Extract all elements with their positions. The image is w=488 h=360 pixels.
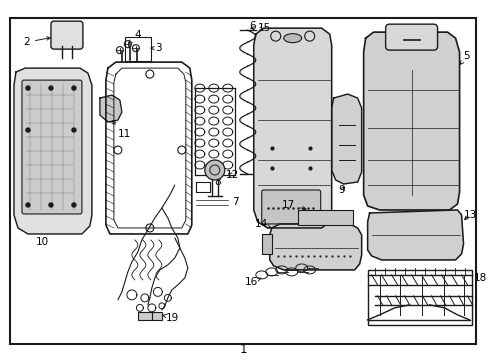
Text: 4: 4	[128, 30, 141, 44]
Circle shape	[72, 128, 76, 132]
Text: 1: 1	[240, 343, 247, 356]
Circle shape	[26, 203, 30, 207]
Text: 16: 16	[244, 277, 261, 287]
Text: 19: 19	[163, 313, 179, 323]
Text: 11: 11	[112, 121, 131, 139]
Ellipse shape	[283, 33, 301, 42]
Circle shape	[26, 86, 30, 90]
Text: 17: 17	[281, 200, 305, 210]
Text: 6: 6	[248, 21, 262, 31]
Circle shape	[49, 86, 53, 90]
Polygon shape	[253, 28, 331, 228]
Text: 8: 8	[213, 177, 220, 187]
Polygon shape	[363, 32, 459, 210]
Circle shape	[49, 203, 53, 207]
Polygon shape	[367, 210, 463, 260]
Text: 10: 10	[35, 237, 48, 247]
Circle shape	[26, 128, 30, 132]
Bar	[138, 312, 152, 320]
FancyBboxPatch shape	[261, 190, 320, 224]
Text: 14: 14	[254, 219, 270, 229]
Text: 5: 5	[459, 51, 469, 64]
Text: 3: 3	[151, 43, 161, 53]
Polygon shape	[100, 95, 122, 122]
Circle shape	[72, 203, 76, 207]
Circle shape	[204, 160, 224, 180]
FancyBboxPatch shape	[22, 80, 82, 214]
Bar	[152, 312, 162, 320]
Text: 7: 7	[231, 197, 238, 207]
Text: 12: 12	[225, 170, 239, 180]
Text: 13: 13	[463, 210, 476, 220]
Bar	[367, 270, 470, 325]
Text: 2: 2	[23, 37, 50, 47]
Text: 9: 9	[338, 185, 344, 195]
Polygon shape	[331, 94, 361, 184]
Polygon shape	[269, 224, 361, 270]
Bar	[261, 234, 271, 254]
Polygon shape	[14, 68, 92, 234]
Text: 15: 15	[250, 23, 270, 33]
Text: 18: 18	[472, 273, 486, 283]
Bar	[297, 210, 352, 225]
FancyBboxPatch shape	[385, 24, 437, 50]
FancyBboxPatch shape	[51, 21, 83, 49]
Circle shape	[72, 86, 76, 90]
